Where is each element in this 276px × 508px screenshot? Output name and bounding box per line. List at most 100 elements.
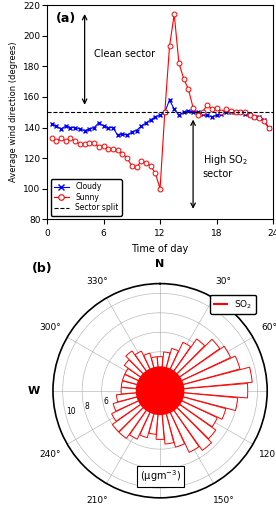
Bar: [160, 356, 240, 391]
Bar: [116, 391, 160, 402]
Cloudy: [201, 111, 204, 117]
Bar: [160, 339, 220, 391]
Cloudy: [210, 114, 214, 120]
Cloudy: [55, 123, 58, 129]
Cloudy: [83, 128, 86, 134]
Bar: [160, 391, 217, 427]
Cloudy: [206, 112, 209, 118]
Sunny: [154, 170, 157, 176]
Cloudy: [107, 124, 110, 131]
Sunny: [258, 115, 261, 121]
Sunny: [248, 112, 251, 118]
Legend: Cloudy, Sunny, Sector split: Cloudy, Sunny, Sector split: [51, 179, 122, 215]
Text: High SO$_2$
sector: High SO$_2$ sector: [203, 153, 248, 179]
Line: Cloudy: Cloudy: [50, 98, 270, 137]
Bar: [160, 352, 170, 391]
Bar: [160, 384, 248, 398]
Cloudy: [253, 114, 256, 120]
Bar: [113, 391, 160, 411]
Cloudy: [262, 117, 266, 123]
Bar: [160, 391, 216, 439]
Bar: [129, 391, 160, 439]
Bar: [119, 391, 160, 438]
Sunny: [121, 150, 124, 156]
Line: Sunny: Sunny: [49, 12, 271, 191]
Sunny: [238, 109, 242, 115]
Cloudy: [196, 109, 200, 115]
Legend: SO$_2$: SO$_2$: [210, 295, 256, 314]
Cloudy: [192, 109, 195, 115]
Bar: [123, 374, 160, 391]
Bar: [160, 391, 226, 419]
Sunny: [187, 86, 190, 92]
Cloudy: [168, 97, 171, 103]
Sunny: [253, 114, 256, 120]
Cloudy: [238, 109, 242, 115]
Sunny: [243, 109, 247, 115]
Cloudy: [149, 117, 152, 123]
Cloudy: [69, 124, 72, 131]
X-axis label: Time of day: Time of day: [131, 244, 189, 253]
Sunny: [220, 109, 223, 115]
Sunny: [172, 11, 176, 17]
Cloudy: [187, 108, 190, 114]
Text: (a): (a): [56, 12, 76, 24]
Text: (μgm$^{-3}$): (μgm$^{-3}$): [140, 468, 181, 484]
Bar: [125, 368, 160, 391]
Bar: [156, 391, 164, 439]
Cloudy: [215, 112, 218, 118]
Sunny: [215, 105, 218, 111]
Cloudy: [258, 114, 261, 120]
Sunny: [144, 160, 148, 166]
Text: Clean sector: Clean sector: [94, 49, 155, 59]
Sunny: [102, 143, 105, 149]
Cloudy: [220, 111, 223, 117]
Bar: [126, 351, 160, 391]
Sunny: [177, 60, 181, 66]
Cloudy: [92, 124, 96, 131]
Sunny: [206, 102, 209, 108]
Bar: [140, 391, 160, 438]
Cloudy: [154, 114, 157, 120]
Bar: [160, 391, 211, 451]
Cloudy: [172, 106, 176, 112]
Sector split: [45, 109, 49, 115]
Bar: [160, 348, 178, 391]
Sunny: [163, 109, 166, 115]
Sunny: [140, 158, 143, 164]
Sunny: [125, 155, 129, 161]
Sunny: [73, 138, 77, 144]
Bar: [160, 367, 252, 391]
Cloudy: [125, 132, 129, 138]
Sunny: [168, 43, 171, 49]
Bar: [157, 357, 163, 391]
Sunny: [196, 112, 200, 118]
Bar: [160, 391, 199, 452]
Cloudy: [182, 109, 185, 115]
Sunny: [234, 109, 237, 115]
Bar: [160, 339, 205, 391]
Sunny: [59, 135, 63, 141]
Sunny: [267, 124, 270, 131]
Cloudy: [144, 120, 148, 126]
Sunny: [88, 140, 91, 146]
Cloudy: [248, 112, 251, 118]
Cloudy: [135, 128, 138, 134]
Cloudy: [97, 120, 100, 126]
Bar: [160, 391, 174, 444]
Sunny: [83, 141, 86, 147]
Sunny: [116, 147, 119, 153]
Cloudy: [163, 109, 166, 115]
Sunny: [224, 106, 228, 112]
Sunny: [69, 135, 72, 141]
Bar: [144, 353, 160, 391]
Sunny: [210, 106, 214, 112]
Sunny: [149, 163, 152, 169]
Sunny: [78, 141, 82, 147]
Bar: [152, 357, 160, 391]
Bar: [121, 381, 160, 391]
Cloudy: [158, 112, 162, 118]
Y-axis label: Average wind direction (degrees): Average wind direction (degrees): [9, 42, 18, 182]
Sunny: [64, 138, 67, 144]
Bar: [124, 360, 160, 391]
